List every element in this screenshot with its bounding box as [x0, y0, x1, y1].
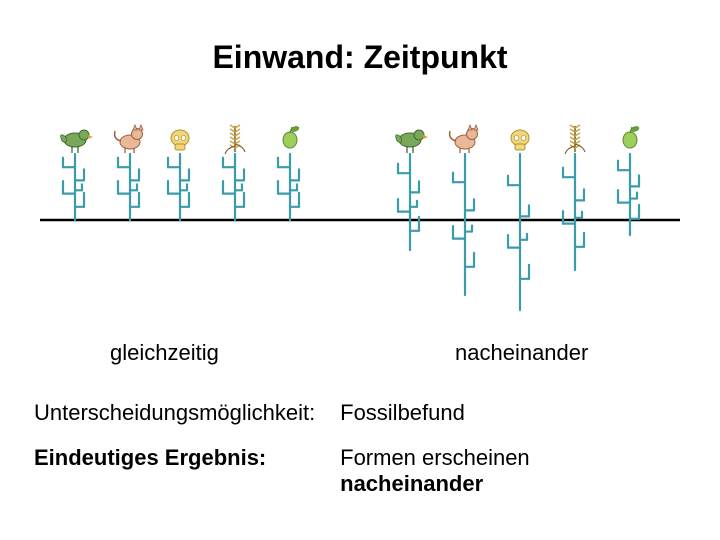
slide: Einwand: Zeitpunkt gleichzeitig nacheina… — [0, 0, 720, 540]
row-ergebnis: Eindeutiges Ergebnis: Formen erscheinen … — [34, 445, 694, 497]
row-unterscheidung: Unterscheidungsmöglichkeit: Fossilbefund — [34, 400, 694, 426]
unterscheidung-value: Fossilbefund — [340, 400, 680, 426]
ergebnis-line2: nacheinander — [340, 471, 483, 496]
label-gleichzeitig: gleichzeitig — [110, 340, 219, 366]
unterscheidung-label: Unterscheidungsmöglichkeit: — [34, 400, 334, 426]
ergebnis-label: Eindeutiges Ergebnis: — [34, 445, 334, 471]
ergebnis-line1: Formen erscheinen — [340, 445, 530, 470]
slide-title: Einwand: Zeitpunkt — [0, 39, 720, 76]
phylogeny-diagram — [40, 100, 680, 320]
ergebnis-value: Formen erscheinen nacheinander — [340, 445, 680, 497]
label-nacheinander: nacheinander — [455, 340, 588, 366]
